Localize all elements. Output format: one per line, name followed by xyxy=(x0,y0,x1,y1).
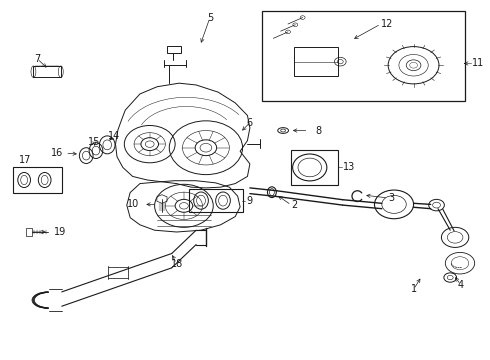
Bar xyxy=(292,149,338,185)
Text: 18: 18 xyxy=(171,258,183,269)
Text: 17: 17 xyxy=(19,155,32,165)
Text: 2: 2 xyxy=(292,200,297,210)
Bar xyxy=(26,228,32,236)
Bar xyxy=(33,66,61,77)
Text: 6: 6 xyxy=(247,118,253,128)
Text: 16: 16 xyxy=(51,148,63,158)
Bar xyxy=(167,46,181,53)
Text: 4: 4 xyxy=(458,280,464,290)
Bar xyxy=(13,167,62,193)
Circle shape xyxy=(300,16,305,19)
Text: 1: 1 xyxy=(411,284,416,294)
Circle shape xyxy=(286,30,291,34)
Bar xyxy=(262,12,465,101)
Bar xyxy=(189,189,243,212)
Text: 13: 13 xyxy=(343,162,355,172)
Text: 8: 8 xyxy=(316,126,322,135)
Text: 19: 19 xyxy=(53,227,66,237)
Text: 3: 3 xyxy=(388,193,394,203)
Text: 14: 14 xyxy=(108,131,120,141)
Text: 10: 10 xyxy=(127,199,139,210)
Text: 15: 15 xyxy=(88,138,101,147)
Circle shape xyxy=(293,23,298,27)
Text: 9: 9 xyxy=(246,196,252,206)
Bar xyxy=(294,47,338,76)
Text: 7: 7 xyxy=(34,54,41,64)
Text: 12: 12 xyxy=(381,19,393,29)
Text: 5: 5 xyxy=(207,13,213,23)
Text: 11: 11 xyxy=(472,58,485,68)
